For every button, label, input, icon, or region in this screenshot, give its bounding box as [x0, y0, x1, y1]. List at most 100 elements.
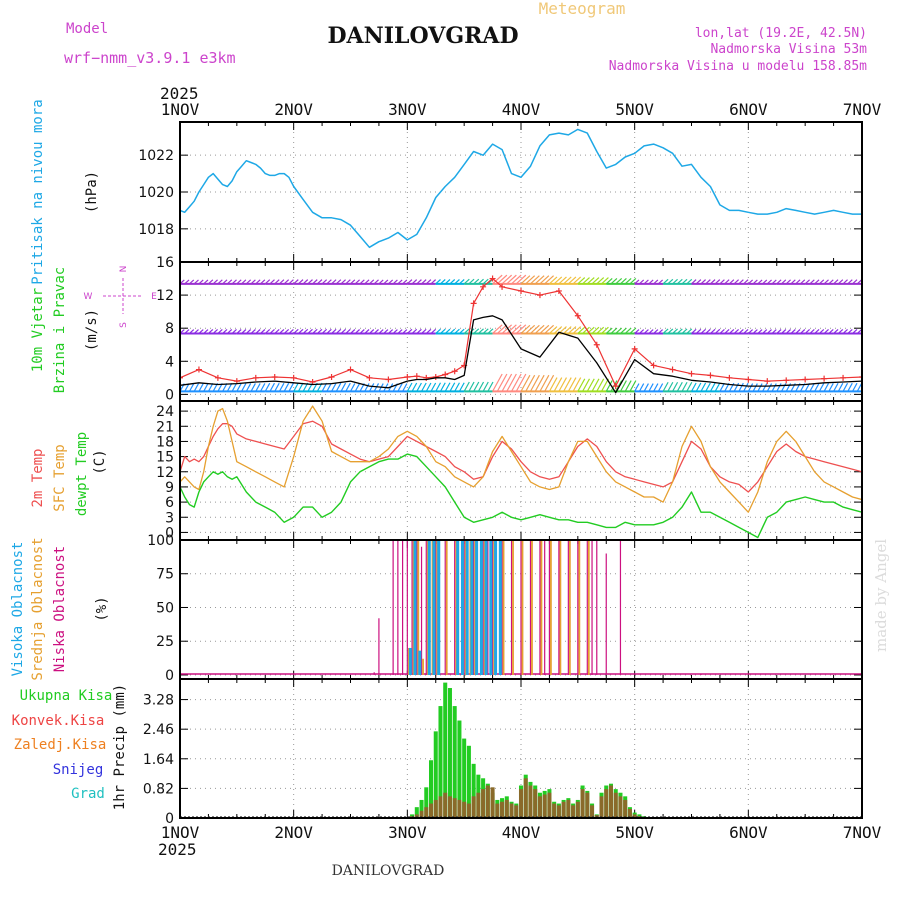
wind-barb-stroke	[458, 382, 465, 392]
precip-conv-bar	[466, 803, 471, 818]
wind-barb-stroke	[638, 383, 645, 392]
wind-barb-stroke	[563, 276, 572, 285]
wind-barb-stroke	[582, 326, 590, 334]
wind-barb-stroke	[515, 373, 527, 392]
y-tick-label: 25	[156, 634, 174, 650]
wind-barb-stroke	[449, 382, 456, 392]
wind-barb-stroke	[572, 276, 582, 285]
altitude-label: Nadmorska Visina 53m	[710, 42, 867, 57]
y-tick-label: 2.46	[143, 722, 174, 738]
wind-gust-marker	[612, 383, 619, 390]
wind-barb-stroke	[709, 382, 716, 392]
precip-legend-label: Zaledj.Kisa	[14, 737, 107, 753]
wind-barb-stroke	[411, 382, 418, 392]
precip-conv-bar	[552, 803, 557, 818]
wind-gust-marker	[574, 312, 581, 319]
wind-barb-stroke	[421, 382, 427, 392]
dewpoint-line	[180, 453, 862, 539]
wind-gust-marker	[366, 374, 373, 381]
bottom-date-tick-label: 4NOV	[502, 823, 541, 842]
wind-gust-marker	[180, 374, 183, 381]
wind-barb-stroke	[601, 326, 609, 334]
precip-total-bar	[414, 807, 419, 818]
wind-barb-stroke	[454, 382, 460, 392]
wind-gust-marker	[489, 275, 496, 282]
wind-barb-stroke	[586, 277, 595, 285]
wind-gust-marker	[451, 368, 458, 375]
precip-conv-bar	[590, 805, 595, 818]
wind-barb-stroke	[487, 381, 494, 392]
precip-conv-bar	[424, 807, 429, 818]
panel-ylabel: Brzina i Pravac	[52, 267, 68, 393]
wind-barb-stroke	[188, 383, 195, 392]
precip-conv-bar	[514, 805, 519, 818]
wind-barb-stroke	[762, 383, 768, 392]
wind-barb-stroke	[591, 326, 600, 334]
wind-barb-stroke	[624, 380, 632, 392]
precip-conv-bar	[443, 792, 448, 818]
wind-barb-stroke	[558, 377, 568, 392]
wind-barb-stroke	[549, 276, 558, 285]
wind-barb-stroke	[506, 324, 517, 334]
wind-barb-stroke	[828, 383, 834, 392]
wind-barb-stroke	[582, 378, 591, 392]
panel-pressure: 1018 1020 1022 Pritisak na nivou mora (hPa)	[30, 99, 863, 285]
panel-content	[180, 540, 862, 675]
precip-conv-bar	[462, 801, 467, 818]
top-date-axis: 1NOV 2NOV 3NOV 4NOV 5NOV 6NOV 7NOV	[161, 100, 882, 119]
precip-conv-bar	[566, 799, 571, 818]
wind-barb-stroke	[198, 383, 204, 392]
precip-conv-bar	[500, 801, 505, 818]
wind-barb-stroke	[738, 382, 744, 392]
top-date-tick-label: 4NOV	[502, 100, 541, 119]
precip-conv-bar	[523, 778, 528, 818]
wind-barb-stroke	[241, 383, 247, 392]
wind-barb-stroke	[596, 326, 605, 334]
wind-barb-stroke	[345, 382, 351, 392]
wind-barb-stroke	[473, 381, 480, 392]
bottom-date-tick-label: 7NOV	[843, 823, 882, 842]
wind-barb-stroke	[567, 326, 577, 334]
y-tick-label: 0	[165, 811, 174, 827]
wind-barb-stroke	[591, 277, 600, 285]
wind-barb-stroke	[340, 382, 347, 392]
wind-barb-stroke	[705, 382, 711, 392]
y-tick-label: 16	[156, 255, 174, 271]
wind-barb-stroke	[530, 275, 540, 285]
wind-barb-stroke	[435, 382, 442, 392]
precip-conv-bar	[485, 785, 490, 818]
precip-conv-bar	[613, 792, 618, 818]
model-name: wrf−nmm_v3.9.1 e3km	[64, 49, 236, 67]
wind-barb-stroke	[676, 381, 683, 392]
wind-gust-marker	[859, 374, 862, 381]
wind-barb-stroke	[586, 378, 595, 392]
panel-cloud: 0 25 50 75 100 Visoka Oblacnost Srednja Oblacn…	[10, 533, 863, 684]
wind-barb-stroke	[193, 383, 200, 392]
precip-conv-bar	[495, 803, 500, 818]
wind-barb-stroke	[558, 276, 567, 285]
model-altitude-label: Nadmorska Visina u modelu 158.85m	[609, 59, 867, 74]
panel-wind: 0 4 8 12 16 N S W E 10m Vjetar Brzina i Pravac (m/s…	[30, 255, 863, 403]
wind-barb-stroke	[681, 381, 688, 392]
precip-conv-bar	[608, 785, 613, 818]
y-tick-label: 0	[165, 387, 174, 403]
precip-conv-bar	[580, 789, 585, 818]
panel-ylabel: (C)	[92, 449, 108, 474]
precip-total-bar	[424, 787, 429, 818]
wind-barb-stroke	[511, 274, 522, 285]
wind-barb-stroke	[539, 374, 550, 392]
precip-legend-label: Grad	[71, 786, 105, 802]
precip-total-bar	[471, 763, 476, 818]
wind-barb-stroke	[833, 382, 839, 392]
wind-barb-stroke	[283, 382, 290, 392]
precip-conv-bar	[457, 799, 462, 818]
wind-barb-stroke	[463, 381, 470, 392]
panel-ylabel: (m/s)	[84, 309, 100, 351]
wind-barb-stroke	[492, 373, 503, 392]
panel-ylabel: dewpt Temp	[74, 432, 90, 516]
wind-gust-marker	[669, 366, 676, 373]
lonlat-label: lon,lat (19.2E, 42.5N)	[695, 26, 867, 41]
wind-barb-stroke	[752, 383, 758, 392]
wind-barb-stroke	[506, 373, 517, 392]
